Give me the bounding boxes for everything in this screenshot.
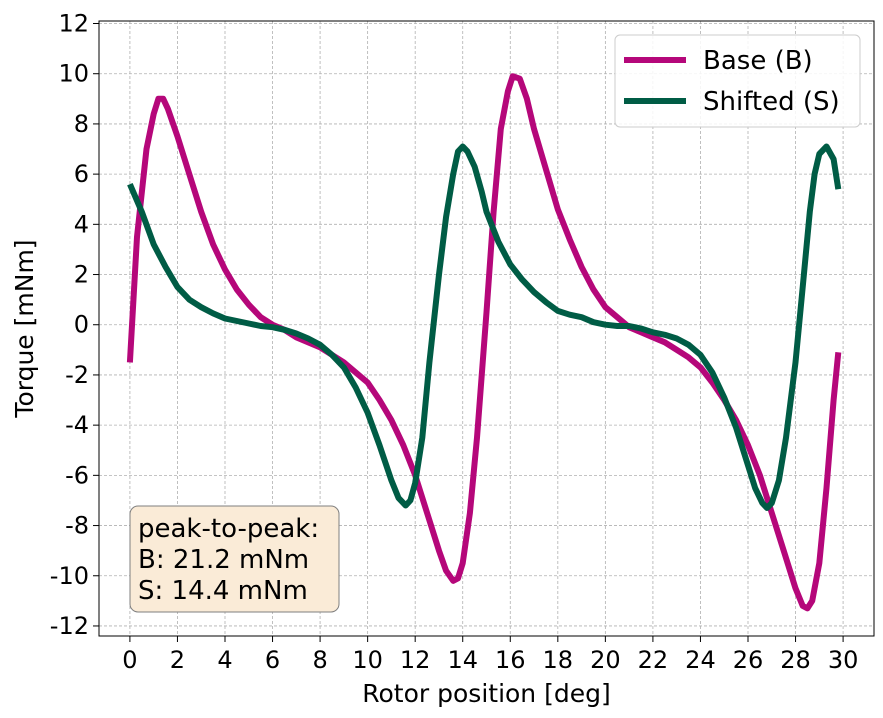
annotation-line-shifted: S: 14.4 mNm [138,576,308,606]
y-tick-label: -8 [65,512,89,540]
annotation-line-title: peak-to-peak: [138,514,319,544]
x-tick-label: 22 [638,646,669,674]
y-tick-label: 8 [74,110,89,138]
series-line-1 [127,143,842,511]
annotation-line-base: B: 21.2 mNm [138,545,309,575]
peak-to-peak-annotation: peak-to-peak: B: 21.2 mNm S: 14.4 mNm [129,505,340,613]
y-tick-label: -6 [65,461,89,489]
y-tick-label: -2 [65,361,89,389]
y-axis-ticks: -12 -10 -8 -6 -4 -2 0 2 4 6 8 10 12 [50,10,99,640]
x-tick-label: 14 [447,646,478,674]
y-tick-label: 6 [74,160,89,188]
y-axis-label: Torque [mNm] [10,239,39,418]
legend-label-base: Base (B) [703,46,813,76]
x-tick-label: 30 [828,646,859,674]
grid-lines [99,21,874,636]
x-axis-ticks: 0 2 4 6 8 10 12 14 16 18 20 22 24 26 28 30 [122,636,858,674]
y-tick-label: 0 [74,311,89,339]
y-tick-label: -10 [50,562,89,590]
x-tick-label: 20 [590,646,621,674]
x-tick-label: 26 [733,646,764,674]
x-tick-label: 0 [122,646,137,674]
x-tick-label: 4 [217,646,232,674]
annotation-box [129,505,340,613]
y-tick-label: -12 [50,612,89,640]
legend-label-shifted: Shifted (S) [703,87,840,117]
x-tick-label: 10 [352,646,383,674]
x-tick-label: 24 [685,646,716,674]
y-tick-label: 10 [58,60,89,88]
x-tick-label: 16 [495,646,526,674]
x-tick-label: 12 [400,646,431,674]
y-tick-label: -4 [65,411,89,439]
y-tick-label: 12 [58,10,89,38]
x-axis-label: Rotor position [deg] [362,679,610,708]
x-tick-label: 8 [312,646,327,674]
x-tick-label: 2 [170,646,185,674]
y-tick-label: 4 [74,210,89,238]
y-tick-label: 2 [74,261,89,289]
legend: Base (B) Shifted (S) [614,34,861,128]
series-lines [126,73,842,612]
x-tick-label: 18 [543,646,574,674]
plot-frame [98,20,875,637]
x-tick-label: 6 [265,646,280,674]
x-tick-label: 28 [780,646,811,674]
